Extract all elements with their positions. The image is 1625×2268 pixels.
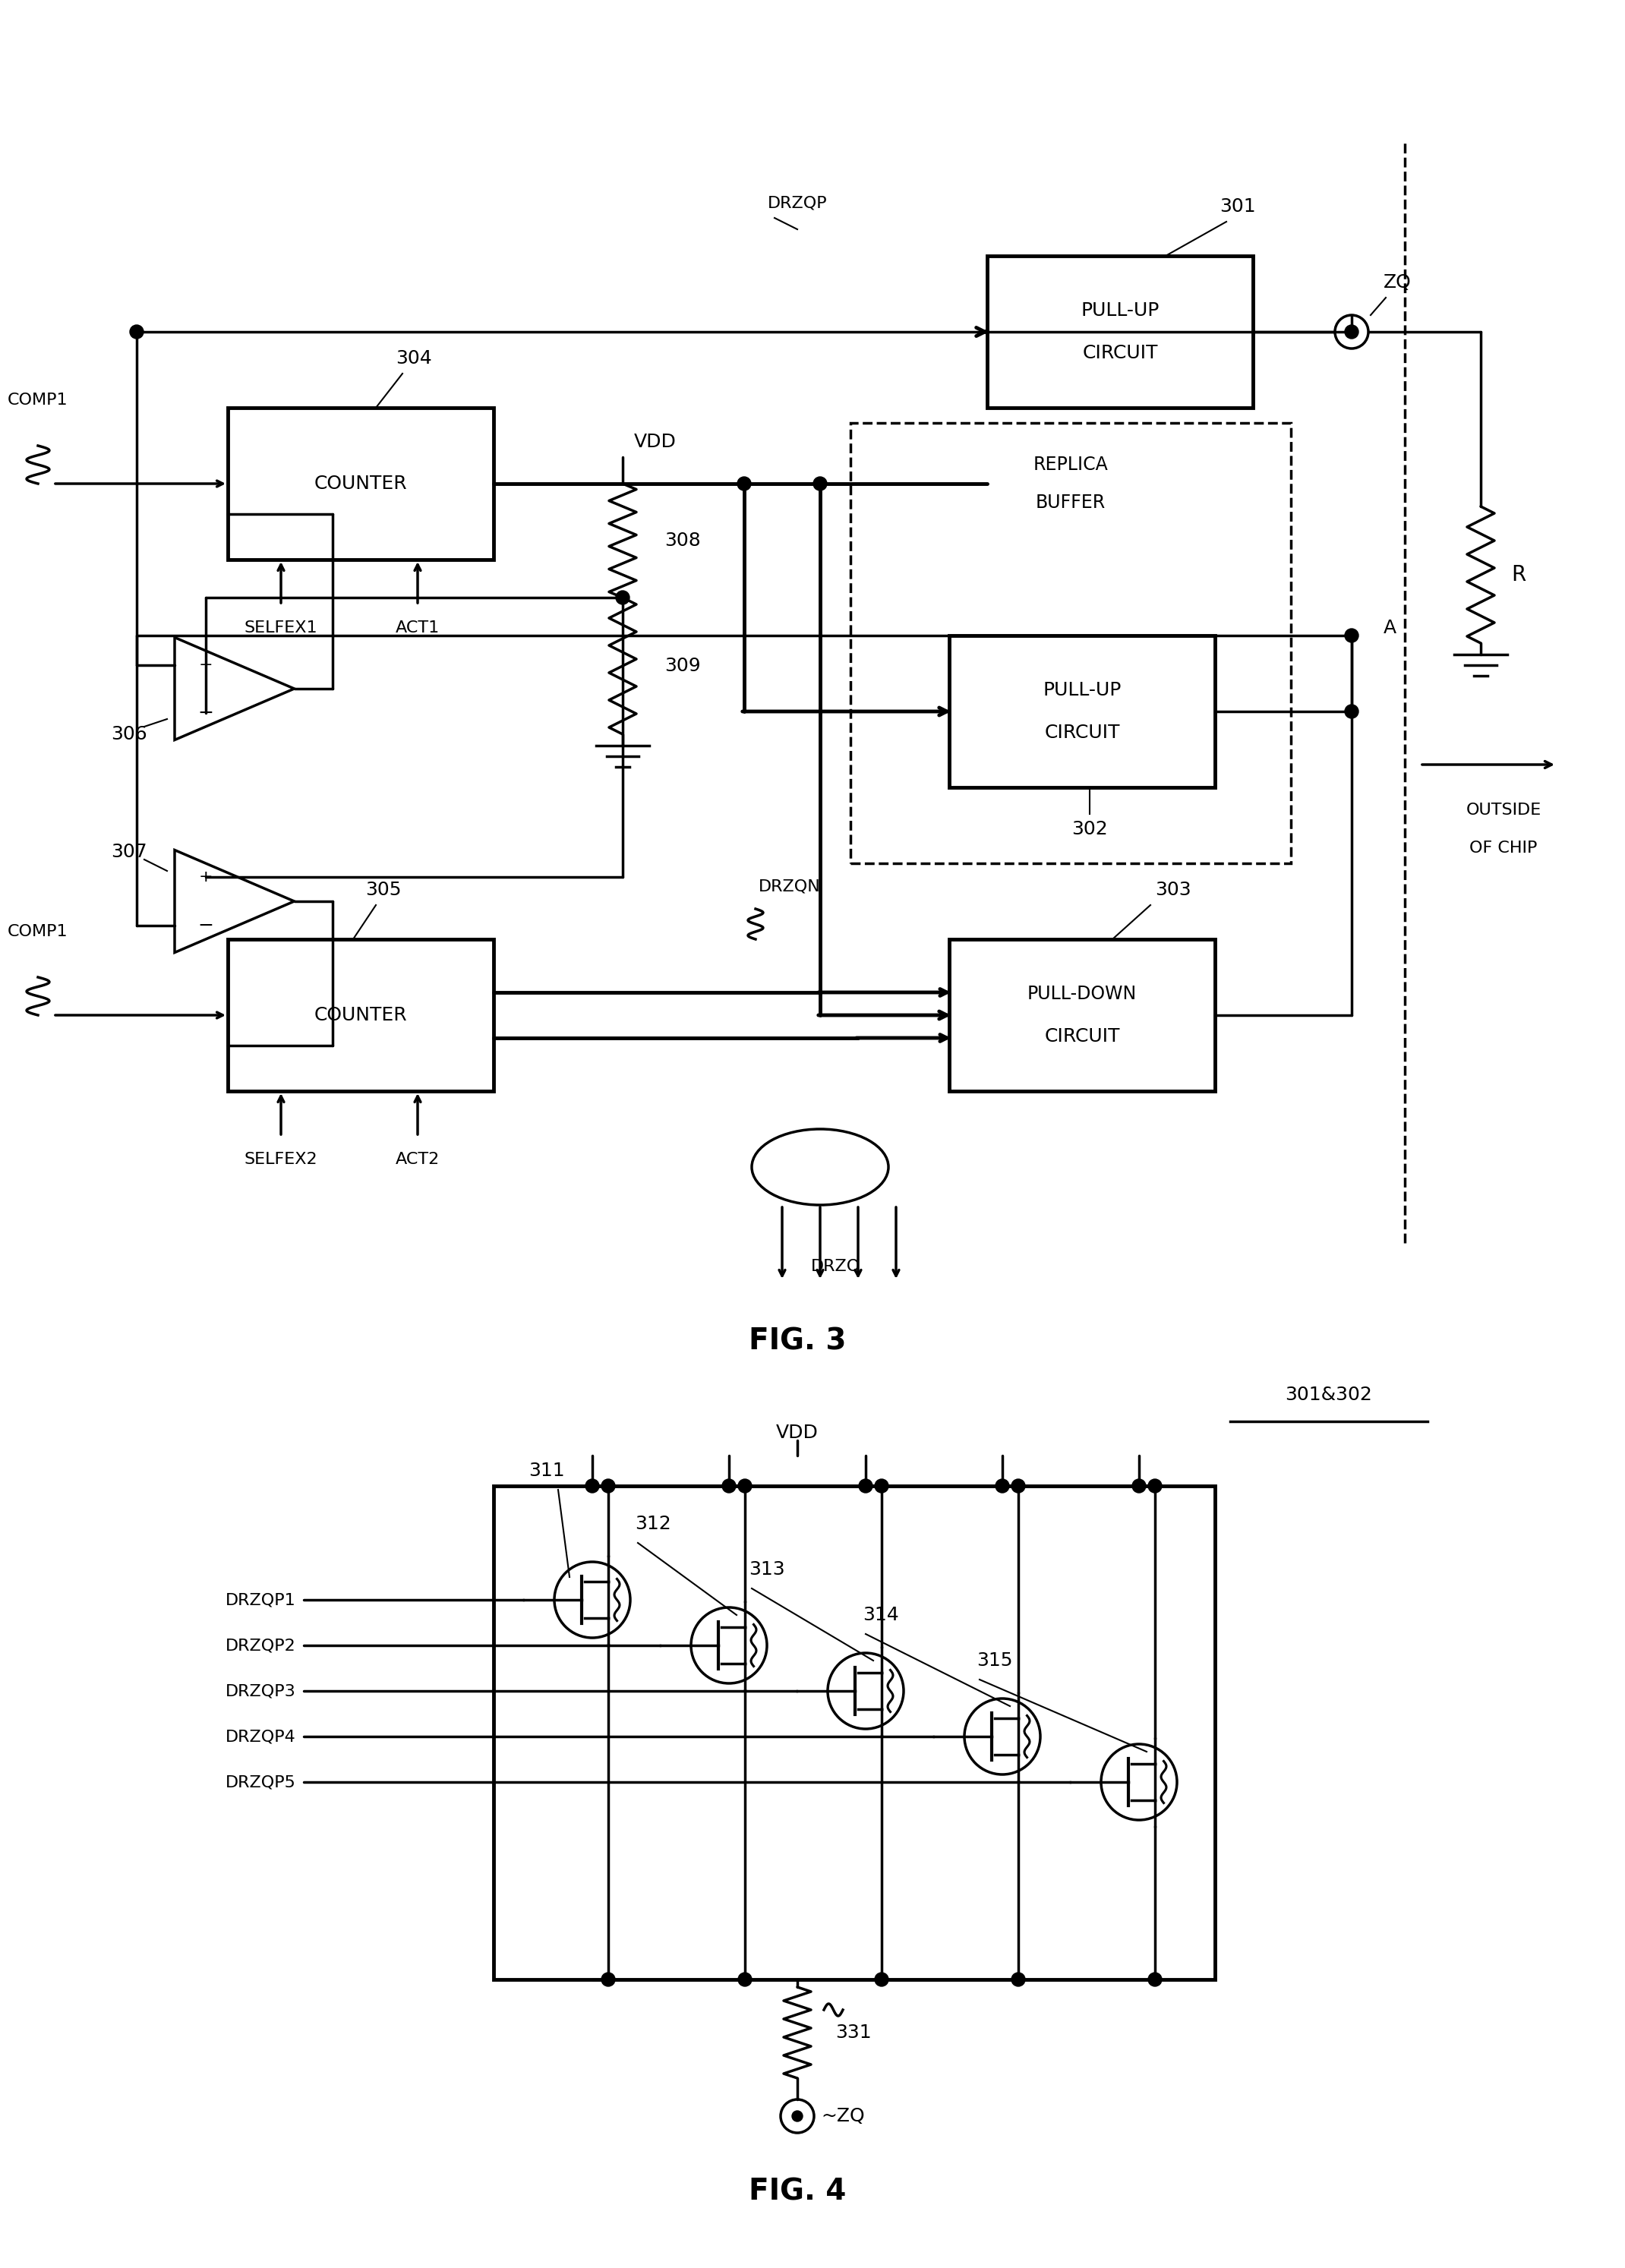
Circle shape <box>874 1479 889 1492</box>
Circle shape <box>1133 1479 1146 1492</box>
Text: SELFEX1: SELFEX1 <box>244 621 317 635</box>
Bar <box>949 635 1216 787</box>
Text: ZQ: ZQ <box>1383 274 1410 293</box>
Circle shape <box>601 1479 616 1492</box>
Text: 301&302: 301&302 <box>1285 1386 1373 1404</box>
Text: PULL-UP: PULL-UP <box>1043 680 1121 699</box>
Text: PULL-DOWN: PULL-DOWN <box>1027 984 1138 1002</box>
Text: SELFEX2: SELFEX2 <box>244 1152 317 1168</box>
Text: 313: 313 <box>749 1560 785 1579</box>
Text: 309: 309 <box>665 658 700 676</box>
Text: COMP1: COMP1 <box>8 392 68 408</box>
Text: CIRCUIT: CIRCUIT <box>1082 345 1159 363</box>
Text: R: R <box>1511 565 1526 585</box>
Text: FIG. 4: FIG. 4 <box>749 2177 847 2207</box>
Circle shape <box>1347 327 1357 338</box>
Text: ACT1: ACT1 <box>395 621 440 635</box>
Text: 306: 306 <box>111 726 148 744</box>
Text: DRZQP2: DRZQP2 <box>226 1637 296 1653</box>
Circle shape <box>722 1479 736 1492</box>
Text: 305: 305 <box>366 880 401 898</box>
Text: PULL-UP: PULL-UP <box>1081 302 1159 320</box>
Text: DRZQP3: DRZQP3 <box>226 1683 296 1699</box>
Bar <box>228 408 494 560</box>
Text: OF CHIP: OF CHIP <box>1469 841 1537 855</box>
Bar <box>949 939 1216 1091</box>
Circle shape <box>130 324 143 338</box>
Text: 307: 307 <box>111 844 148 862</box>
Text: −: − <box>197 916 213 934</box>
Text: REPLICA: REPLICA <box>1034 456 1108 474</box>
Text: FIG. 3: FIG. 3 <box>749 1327 847 1356</box>
Text: 303: 303 <box>1155 880 1191 898</box>
Circle shape <box>996 1479 1009 1492</box>
Circle shape <box>1011 1973 1025 1987</box>
Text: ACT2: ACT2 <box>395 1152 440 1168</box>
Text: DRZQN: DRZQN <box>759 878 821 894</box>
Text: DRZQP4: DRZQP4 <box>226 1728 296 1744</box>
Text: CIRCUIT: CIRCUIT <box>1045 723 1120 742</box>
Text: DRZQ: DRZQ <box>811 1259 860 1272</box>
Circle shape <box>1345 705 1358 719</box>
Text: CIRCUIT: CIRCUIT <box>1045 1027 1120 1046</box>
Text: 302: 302 <box>1071 821 1108 839</box>
Circle shape <box>1149 1973 1162 1987</box>
Text: A: A <box>1383 619 1396 637</box>
Text: ~ZQ: ~ZQ <box>821 2107 864 2125</box>
Circle shape <box>860 1479 873 1492</box>
Circle shape <box>812 476 827 490</box>
Text: +: + <box>198 869 213 885</box>
Text: COUNTER: COUNTER <box>314 474 408 492</box>
Circle shape <box>616 590 629 603</box>
Text: VDD: VDD <box>634 433 676 451</box>
Text: −: − <box>197 703 213 721</box>
Text: OUTSIDE: OUTSIDE <box>1466 803 1540 819</box>
Circle shape <box>791 2112 803 2121</box>
Text: BUFFER: BUFFER <box>1035 494 1105 513</box>
Text: 311: 311 <box>528 1461 565 1479</box>
Text: COUNTER: COUNTER <box>314 1007 408 1025</box>
Circle shape <box>1149 1479 1162 1492</box>
Text: 315: 315 <box>977 1651 1012 1669</box>
Circle shape <box>1011 1479 1025 1492</box>
Text: +: + <box>198 658 213 671</box>
Circle shape <box>1345 628 1358 642</box>
Circle shape <box>738 476 751 490</box>
Text: 301: 301 <box>1220 197 1256 215</box>
Text: 312: 312 <box>635 1515 671 1533</box>
Circle shape <box>874 1973 889 1987</box>
Bar <box>850 422 1290 864</box>
Circle shape <box>585 1479 600 1492</box>
Text: DRZQP1: DRZQP1 <box>226 1592 296 1608</box>
Text: 331: 331 <box>835 2023 871 2041</box>
Text: 308: 308 <box>665 531 700 549</box>
Text: 304: 304 <box>396 349 432 367</box>
Circle shape <box>1345 324 1358 338</box>
Bar <box>228 939 494 1091</box>
Text: COMP1: COMP1 <box>8 923 68 939</box>
Text: DRZQP: DRZQP <box>767 195 827 211</box>
Circle shape <box>601 1973 616 1987</box>
Text: DRZQP5: DRZQP5 <box>226 1774 296 1789</box>
Circle shape <box>738 1973 752 1987</box>
Bar <box>494 1486 1215 1980</box>
Text: 314: 314 <box>863 1606 899 1624</box>
Bar <box>986 256 1253 408</box>
Circle shape <box>738 1479 752 1492</box>
Text: VDD: VDD <box>777 1424 819 1442</box>
